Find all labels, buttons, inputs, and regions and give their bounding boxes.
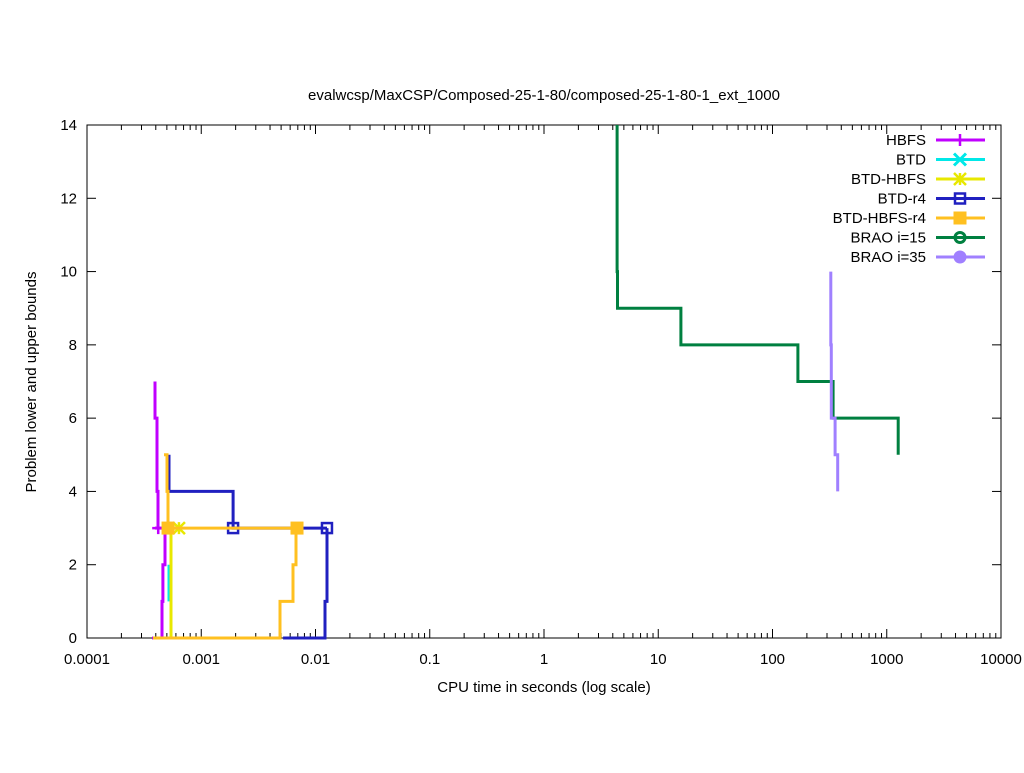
y-axis-label: Problem lower and upper bounds	[23, 272, 40, 493]
legend-item-brao-i-15: BRAO i=15	[851, 230, 985, 247]
legend-label: BRAO i=35	[851, 249, 926, 266]
series-line-hbfs	[152, 528, 167, 640]
x-tick-label: 100	[760, 651, 785, 668]
legend-label: BTD-HBFS-r4	[833, 210, 926, 227]
series-line-btd-r4	[283, 528, 329, 640]
legend-item-hbfs: HBFS	[886, 132, 985, 149]
legend-item-btd: BTD	[896, 152, 985, 169]
x-tick-label: 10000	[980, 651, 1022, 668]
legend-label: BTD-HBFS	[851, 171, 926, 188]
series-line-btd-hbfs-r4	[153, 528, 298, 640]
series-btd-r4	[167, 454, 334, 640]
legend-item-btd-r4: BTD-r4	[878, 191, 985, 208]
x-tick-label: 0.001	[182, 651, 220, 668]
x-tick-label: 0.01	[301, 651, 330, 668]
legend-label: BTD	[896, 152, 926, 169]
legend-marker-icon	[953, 211, 967, 225]
legend-label: BRAO i=15	[851, 230, 926, 247]
series-brao-i-15	[615, 125, 900, 455]
legend-marker-icon	[952, 152, 968, 167]
series-line-brao-i-35	[829, 271, 840, 492]
series-line-btd-hbfs	[169, 526, 179, 638]
y-tick-label: 6	[69, 410, 77, 427]
data-point-btd-hbfs-r4	[290, 521, 304, 535]
legend-label: HBFS	[886, 132, 926, 149]
legend-item-btd-hbfs: BTD-HBFS	[851, 171, 985, 188]
chart-title: evalwcsp/MaxCSP/Composed-25-1-80/compose…	[308, 87, 780, 104]
y-tick-label: 10	[60, 264, 77, 281]
plot-border	[86, 124, 1002, 639]
legend-marker-icon	[953, 172, 967, 186]
x-tick-label: 1000	[870, 651, 903, 668]
data-point-btd-r4	[320, 521, 334, 535]
x-tick-label: 0.1	[419, 651, 440, 668]
data-point-btd-hbfs-r4	[161, 521, 175, 535]
series-btd-hbfs-r4	[153, 453, 304, 640]
legend-item-brao-i-35: BRAO i=35	[851, 249, 985, 266]
legend-marker-icon	[954, 134, 966, 146]
x-tick-label: 10	[650, 651, 667, 668]
y-tick-label: 12	[60, 190, 77, 207]
plot-area	[152, 125, 900, 640]
y-tick-label: 4	[69, 483, 77, 500]
legend-marker-icon	[953, 231, 967, 244]
x-axis-label: CPU time in seconds (log scale)	[437, 679, 650, 696]
y-tick-label: 14	[60, 117, 77, 134]
legend-label: BTD-r4	[878, 191, 926, 208]
series-line-hbfs	[153, 381, 160, 529]
series-line-btd-hbfs-r4	[164, 453, 297, 530]
legend: HBFS BTD BTD-HBFS BTD-r4 BTD-HBFS-r4 BRAO i=1…	[833, 132, 985, 266]
x-tick-label: 1	[540, 651, 548, 668]
y-tick-label: 2	[69, 557, 77, 574]
axes: 0 2 4 6 8 10 12 14 0.0001 0.001 0.01 0.1 1 10 100 1000 1…	[60, 117, 1022, 668]
legend-marker-icon	[953, 192, 967, 205]
series-hbfs	[152, 381, 167, 640]
y-tick-label: 8	[69, 337, 77, 354]
x-tick-label: 0.0001	[64, 651, 110, 668]
series-line-btd-r4	[167, 454, 327, 530]
series-line-brao-i-15	[615, 125, 900, 455]
series-btd-hbfs	[169, 521, 186, 638]
legend-marker-icon	[953, 250, 967, 264]
y-tick-label: 0	[69, 630, 77, 647]
legend-item-btd-hbfs-r4: BTD-HBFS-r4	[833, 210, 985, 227]
series-brao-i-35	[829, 271, 840, 492]
